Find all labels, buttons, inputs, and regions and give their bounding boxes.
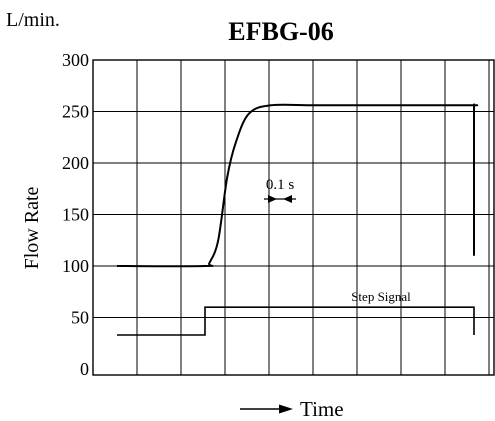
plot-frame [92, 59, 495, 376]
chart-title: EFBG-06 [228, 17, 333, 46]
y-tick-label: 150 [62, 205, 89, 225]
interval-label: 0.1 s [266, 177, 295, 193]
unit-label: L/min. [6, 9, 60, 31]
grid [92, 59, 495, 376]
interval-arrows [264, 195, 296, 203]
step-signal-label: Step Signal [351, 289, 411, 304]
y-tick-label: 200 [62, 153, 89, 173]
y-tick-label: 50 [71, 308, 89, 328]
time-arrow-head [279, 404, 293, 414]
y-tick-label: 300 [62, 50, 89, 70]
y-axis-label: Flow Rate [21, 186, 43, 269]
interval-annotation: 0.1 s [264, 177, 296, 203]
step-signal-line [117, 306, 475, 336]
interval-arrow-right [283, 195, 292, 203]
flow-rate-line [116, 103, 479, 268]
y-tick-label: 100 [62, 256, 89, 276]
time-axis-label: Time [240, 397, 344, 421]
x-axis-label: Time [300, 397, 344, 421]
interval-arrow-left [268, 195, 277, 203]
y-tick-label: 0 [80, 359, 89, 379]
y-tick-labels: 300 250 200 150 100 50 0 [62, 50, 89, 379]
y-tick-label: 250 [62, 102, 89, 122]
